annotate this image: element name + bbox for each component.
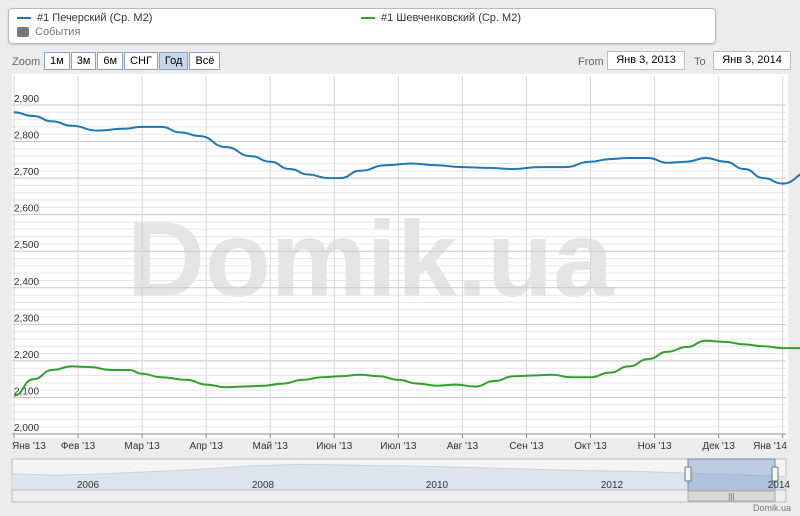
from-label: From	[578, 56, 604, 68]
legend-label-series2: #1 Шевченковский (Ср. М2)	[381, 12, 521, 24]
navigator-series	[11, 463, 787, 491]
series-line-1[interactable]	[13, 111, 800, 185]
navigator-scrollbar[interactable]	[11, 489, 787, 503]
scrollbar-grip-icon: |||	[728, 492, 734, 501]
y-tick-label: 2,300	[14, 313, 39, 324]
x-tick-label: Янв '13	[12, 441, 46, 452]
credit: Domik.ua	[752, 503, 791, 513]
navigator-year-label: 2010	[426, 480, 449, 491]
navigator-handle-left[interactable]	[684, 466, 692, 482]
zoom-button-5[interactable]: Всё	[189, 52, 221, 70]
y-tick-label: 2,500	[14, 240, 39, 251]
y-tick-label: 2,900	[14, 94, 39, 105]
series-group	[13, 111, 800, 397]
y-tick-label: 2,800	[14, 131, 39, 142]
zoom-buttons: 1м 3м 6м СНГ Год Всё	[44, 52, 221, 70]
navigator-year-label: 2008	[252, 480, 275, 491]
x-tick-label: Май '13	[253, 441, 289, 452]
x-tick-label: Июл '13	[380, 441, 417, 452]
series1-swatch	[17, 17, 31, 19]
x-axis: Янв '13 Фев '13 Мар '13 Апр '13 Май '13 Июн '…	[12, 434, 787, 452]
x-tick-label: Сен '13	[509, 441, 544, 452]
navigator-year-label: 2014	[768, 480, 791, 491]
x-tick-label: Июн '13	[316, 441, 352, 452]
legend: #1 Печерский (Ср. М2) #1 Шевченковский (…	[8, 8, 716, 44]
x-tick-label: Ноя '13	[638, 441, 672, 452]
series2-swatch	[361, 17, 375, 19]
navigator[interactable]: ||| 2006 2008 2010 2012 2014	[11, 458, 791, 503]
zoom-button-4[interactable]: Год	[158, 52, 189, 70]
y-tick-label: 2,400	[14, 277, 39, 288]
from-date-input[interactable]: Янв 3, 2013	[607, 51, 685, 70]
y-tick-label: 2,000	[14, 423, 39, 434]
legend-label-series1: #1 Печерский (Ср. М2)	[37, 12, 153, 24]
zoom-label: Zoom	[12, 56, 41, 68]
y-tick-label: 2,200	[14, 350, 39, 361]
navigator-selection[interactable]	[687, 458, 776, 491]
legend-item-series2[interactable]: #1 Шевченковский (Ср. М2)	[361, 12, 521, 24]
y-tick-label: 2,700	[14, 167, 39, 178]
legend-label-events: События	[35, 26, 81, 38]
y-axis: 2,000 2,100 2,200 2,300 2,400 2,500 2,600 2,700…	[14, 94, 39, 434]
x-tick-label: Фев '13	[61, 441, 96, 452]
series-line-2[interactable]	[13, 339, 800, 397]
legend-item-series1[interactable]: #1 Печерский (Ср. М2)	[17, 12, 152, 24]
scrollbar-thumb[interactable]	[687, 490, 776, 502]
zoom-button-2[interactable]: 6м	[97, 52, 124, 70]
zoom-button-1[interactable]: 3м	[70, 52, 97, 70]
to-date-input[interactable]: Янв 3, 2014	[713, 51, 791, 70]
navigator-year-label: 2012	[601, 480, 624, 491]
x-tick-label: Мар '13	[124, 441, 160, 452]
to-label: To	[694, 56, 706, 68]
navigator-handle-right[interactable]	[771, 466, 779, 482]
x-tick-label: Апр '13	[189, 441, 223, 452]
x-tick-label: Дек '13	[702, 441, 735, 452]
events-swatch	[17, 27, 29, 37]
x-tick-label: Авг '13	[447, 441, 479, 452]
y-tick-label: 2,100	[14, 386, 39, 397]
x-tick-label: Янв '14	[753, 441, 787, 452]
zoom-button-0[interactable]: 1м	[44, 52, 70, 70]
y-tick-label: 2,600	[14, 204, 39, 215]
zoom-button-3[interactable]: СНГ	[124, 52, 158, 70]
navigator-year-label: 2006	[77, 480, 100, 491]
legend-item-events[interactable]: События	[17, 26, 80, 38]
x-tick-label: Окт '13	[574, 441, 607, 452]
